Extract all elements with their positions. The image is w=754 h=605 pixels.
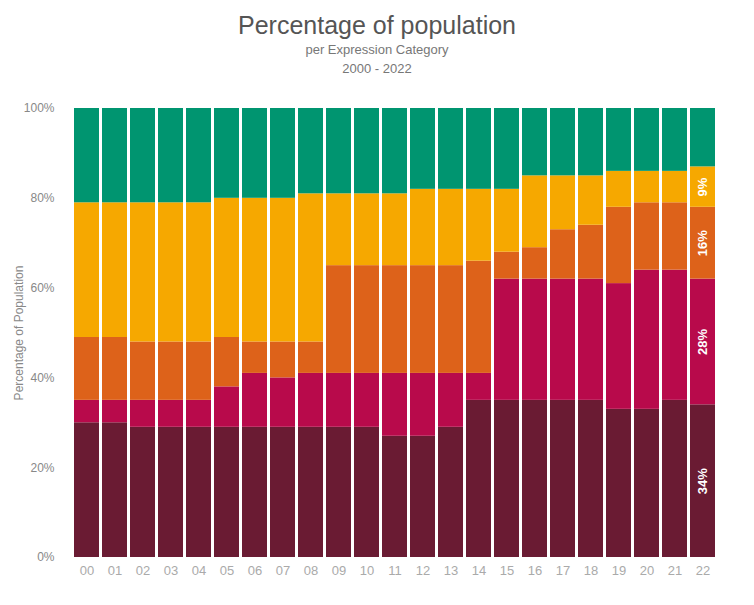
svg-text:34%: 34% xyxy=(695,468,710,494)
svg-text:02: 02 xyxy=(136,563,150,578)
svg-text:10: 10 xyxy=(360,563,374,578)
html-text:per Expression Category: per Expression Category xyxy=(305,42,449,57)
svg-text:17: 17 xyxy=(556,563,570,578)
svg-text:06: 06 xyxy=(248,563,262,578)
svg-text:100%: 100% xyxy=(24,101,55,115)
svg-text:05: 05 xyxy=(220,563,234,578)
svg-text:16%: 16% xyxy=(695,230,710,256)
svg-text:20%: 20% xyxy=(30,461,54,475)
svg-text:14: 14 xyxy=(472,563,486,578)
svg-text:40%: 40% xyxy=(30,371,54,385)
svg-text:0%: 0% xyxy=(37,550,55,564)
svg-text:01: 01 xyxy=(108,563,122,578)
svg-text:15: 15 xyxy=(500,563,514,578)
svg-text:13: 13 xyxy=(444,563,458,578)
svg-text:22: 22 xyxy=(696,563,710,578)
svg-text:11: 11 xyxy=(388,563,402,578)
svg-text:16: 16 xyxy=(528,563,542,578)
svg-text:07: 07 xyxy=(276,563,290,578)
svg-text:09: 09 xyxy=(332,563,346,578)
svg-text:20: 20 xyxy=(640,563,654,578)
html-text:2000 - 2022: 2000 - 2022 xyxy=(342,61,412,76)
svg-text:08: 08 xyxy=(304,563,318,578)
svg-text:12: 12 xyxy=(416,563,430,578)
svg-text:04: 04 xyxy=(192,563,206,578)
svg-text:00: 00 xyxy=(80,563,94,578)
svg-text:Percentage of Population: Percentage of Population xyxy=(12,266,26,401)
svg-text:18: 18 xyxy=(584,563,598,578)
svg-text:21: 21 xyxy=(668,563,682,578)
svg-text:03: 03 xyxy=(164,563,178,578)
svg-text:9%: 9% xyxy=(695,177,710,196)
svg-text:80%: 80% xyxy=(30,191,54,205)
svg-text:19: 19 xyxy=(612,563,626,578)
svg-text:60%: 60% xyxy=(30,281,54,295)
svg-text:28%: 28% xyxy=(695,329,710,355)
html-text:Percentage of population: Percentage of population xyxy=(238,11,516,39)
